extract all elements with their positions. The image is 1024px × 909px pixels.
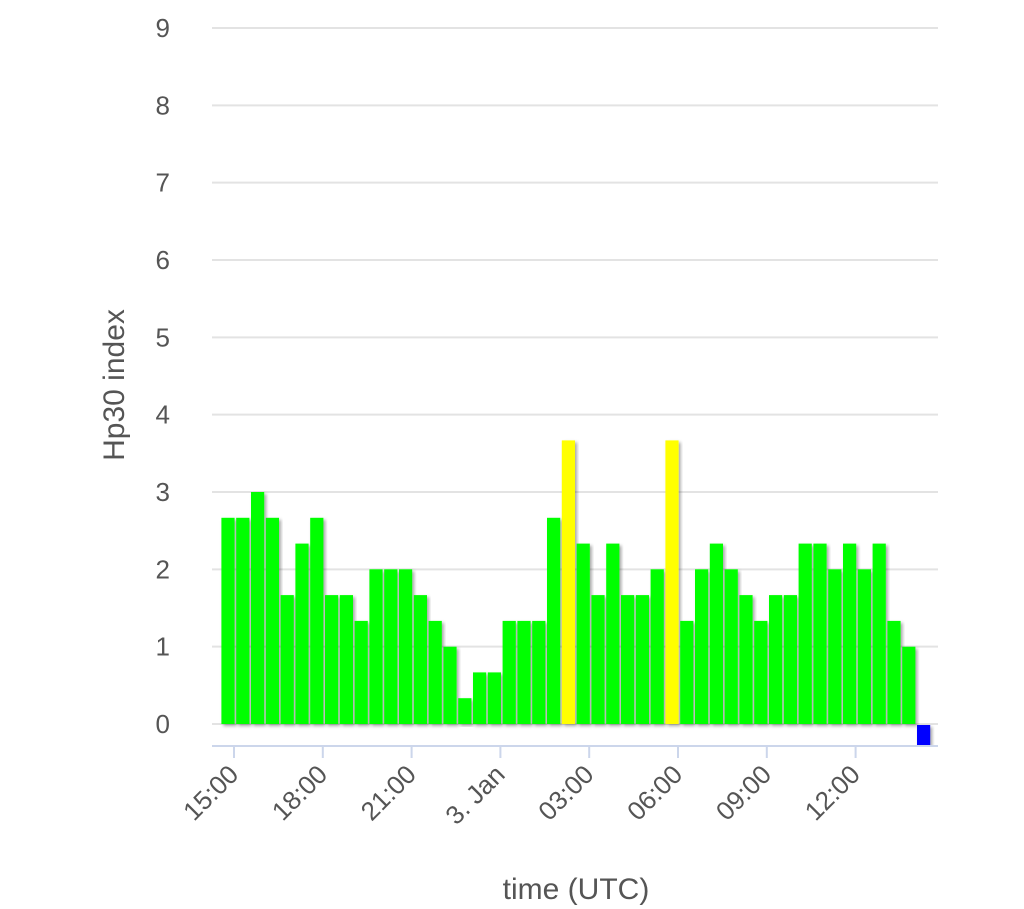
bar: 3 Jan 12:45 xyxy=(872,543,886,724)
x-tick-label: 3. Jan xyxy=(439,759,510,830)
bar: 2 Jan 18:45 xyxy=(339,595,353,724)
bar: 3 Jan 11:45 xyxy=(843,543,857,724)
bar: 3 Jan 02:45 xyxy=(576,543,590,724)
bar-series: 2 Jan 14:452 Jan 15:152 Jan 15:452 Jan 1… xyxy=(221,440,931,745)
bar: 2 Jan 22:45 xyxy=(458,698,472,724)
bar: 3 Jan 03:45 xyxy=(606,543,620,724)
y-tick-label: 2 xyxy=(156,554,170,584)
x-tick-label: 21:00 xyxy=(355,759,422,826)
bar: 2 Jan 22:15 xyxy=(443,646,457,724)
bar: 3 Jan 08:45 xyxy=(754,620,768,724)
y-tick-label: 9 xyxy=(156,13,170,43)
bar: 3 Jan 04:15 xyxy=(621,595,635,724)
x-tick-label: 18:00 xyxy=(266,759,333,826)
bar: 3 Jan 13:45 xyxy=(902,646,916,724)
bar: 3 Jan 05:15 xyxy=(650,569,664,724)
bar: 3 Jan 02:15 xyxy=(561,440,575,724)
bar: 3 Jan 13:15 xyxy=(887,620,901,724)
bar: 2 Jan 17:15 xyxy=(295,543,309,724)
bar: 2 Jan 23:15 xyxy=(473,672,487,724)
bar: 2 Jan 15:45 xyxy=(251,492,265,724)
bar: 2 Jan 21:45 xyxy=(428,620,442,724)
bar: 3 Jan 04:45 xyxy=(635,595,649,724)
bar: 2 Jan 16:15 xyxy=(265,517,279,724)
bar: 2 Jan 17:45 xyxy=(310,517,324,724)
y-tick-label: 1 xyxy=(156,632,170,662)
bar: 2 Jan 15:15 xyxy=(236,517,250,724)
bar: 3 Jan 09:45 xyxy=(783,595,797,724)
bar: 3 Jan 12:15 xyxy=(857,569,871,724)
bar: 3 Jan 03:15 xyxy=(591,595,605,724)
bar: 3 Jan 06:45 xyxy=(695,569,709,724)
bar: 3 Jan 07:45 xyxy=(724,569,738,724)
bar: 2 Jan 19:15 xyxy=(354,620,368,724)
x-tick-label: 12:00 xyxy=(799,759,866,826)
bar: 3 Jan 00:15 xyxy=(502,620,516,724)
bar: 2 Jan 20:15 xyxy=(384,569,398,724)
bar: 3 Jan 07:15 xyxy=(709,543,723,724)
bar: 3 Jan 09:15 xyxy=(769,595,783,724)
y-tick-label: 4 xyxy=(156,400,170,430)
bar: 3 Jan 14:15 xyxy=(917,725,931,745)
y-tick-label: 5 xyxy=(156,322,170,352)
bar: 2 Jan 23:45 xyxy=(487,672,501,724)
bar: 2 Jan 21:15 xyxy=(413,595,427,724)
bar: 3 Jan 10:15 xyxy=(798,543,812,724)
y-axis-ticks: 0 1 2 3 4 5 6 7 8 9 xyxy=(156,13,170,739)
bar: 2 Jan 18:15 xyxy=(325,595,339,724)
bar: 3 Jan 00:45 xyxy=(517,620,531,724)
x-axis xyxy=(212,745,938,758)
bar: 3 Jan 05:45 xyxy=(665,440,679,724)
bar: 2 Jan 19:45 xyxy=(369,569,383,724)
bar: 3 Jan 11:15 xyxy=(828,569,842,724)
x-tick-label: 09:00 xyxy=(710,759,777,826)
bar: 2 Jan 14:45 xyxy=(221,517,235,724)
x-axis-title: time (UTC) xyxy=(503,873,650,906)
y-axis-title: Hp30 index xyxy=(98,309,131,461)
bar: 3 Jan 01:45 xyxy=(547,517,561,724)
y-tick-label: 7 xyxy=(156,168,170,198)
x-axis-ticks: 15:00 18:00 21:00 3. Jan 03:00 06:00 09:00 12:0… xyxy=(177,759,866,830)
bar: 3 Jan 01:15 xyxy=(532,620,546,724)
y-tick-label: 0 xyxy=(156,709,170,739)
y-tick-label: 6 xyxy=(156,245,170,275)
bar: 2 Jan 20:45 xyxy=(399,569,413,724)
x-tick-label: 03:00 xyxy=(532,759,599,826)
bar: 3 Jan 06:15 xyxy=(680,620,694,724)
x-tick-label: 15:00 xyxy=(177,759,244,826)
y-tick-label: 3 xyxy=(156,477,170,507)
y-tick-label: 8 xyxy=(156,90,170,120)
bar: 3 Jan 10:45 xyxy=(813,543,827,724)
x-tick-label: 06:00 xyxy=(621,759,688,826)
bar: 3 Jan 08:15 xyxy=(739,595,753,724)
bar: 2 Jan 16:45 xyxy=(280,595,294,724)
